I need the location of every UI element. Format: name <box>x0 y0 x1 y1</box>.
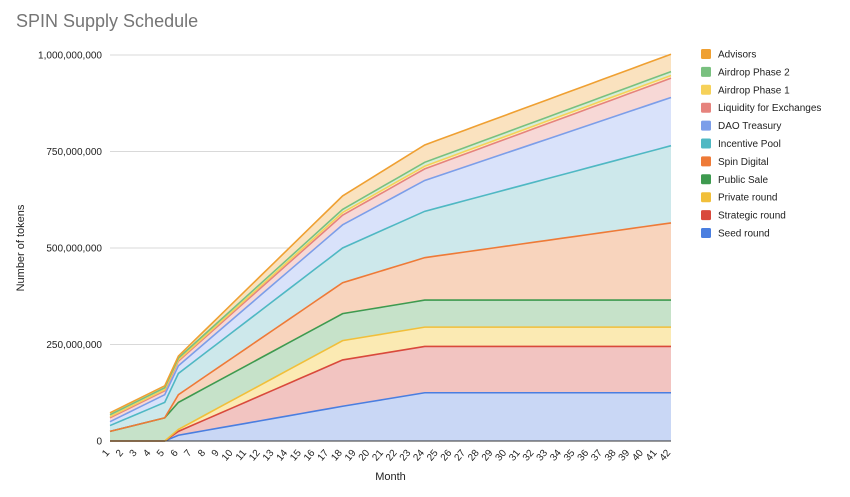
y-tick-label: 1,000,000,000 <box>38 51 102 62</box>
line-private-round <box>110 326 671 442</box>
x-tick-label: 2 <box>114 448 126 460</box>
legend-swatch <box>701 228 711 238</box>
x-tick-label: 6 <box>169 448 181 460</box>
y-tick-label: 500,000,000 <box>46 244 102 255</box>
area-liquidity-for-exchanges <box>110 78 671 422</box>
legend-label: DAO Treasury <box>718 121 781 132</box>
legend-label: Airdrop Phase 1 <box>718 85 790 96</box>
x-tick-label: 8 <box>196 448 208 460</box>
y-tick-label: 750,000,000 <box>46 147 102 158</box>
line-strategic-round <box>110 345 671 442</box>
series-lines <box>109 53 672 442</box>
x-tick-label: 4 <box>141 448 153 460</box>
area-public-sale <box>110 300 671 441</box>
legend-label: Seed round <box>718 229 770 240</box>
y-axis-title: Number of tokens <box>15 204 27 291</box>
area-seed-round <box>110 392 671 441</box>
area-strategic-round <box>110 346 671 441</box>
legend-label: Advisors <box>718 50 756 61</box>
x-tick-label: 5 <box>155 448 167 460</box>
line-dao-treasury <box>109 96 672 423</box>
legend-swatch <box>701 66 711 77</box>
x-tick-label: 42 <box>658 448 674 464</box>
x-tick-label: 9 <box>210 448 222 460</box>
x-axis-ticks: 1 2 3 4 5 6 7 8 91011121314151617181920212223242… <box>100 448 673 464</box>
legend-label: Private round <box>718 193 777 204</box>
area-spin-digital <box>110 222 671 432</box>
line-public-sale <box>109 299 671 433</box>
line-airdrop-phase-2 <box>109 70 672 416</box>
legend: Advisors Airdrop Phase 2 Airdrop Phase 1 Li… <box>701 49 821 240</box>
area-advisors <box>110 54 671 415</box>
legend-label: Airdrop Phase 2 <box>718 67 790 78</box>
legend-label: Strategic round <box>718 211 786 222</box>
legend-label: Incentive Pool <box>718 139 781 150</box>
x-tick-label: 7 <box>182 448 194 460</box>
area-private-round <box>110 327 671 441</box>
y-tick-label: 0 <box>96 437 102 448</box>
legend-swatch <box>701 120 711 131</box>
chart-title: SPIN Supply Schedule <box>16 11 199 31</box>
legend-swatch <box>701 138 711 149</box>
legend-swatch <box>701 156 711 167</box>
legend-swatch <box>701 174 711 185</box>
legend-label: Liquidity for Exchanges <box>718 103 821 114</box>
stacked-areas <box>110 54 671 441</box>
legend-swatch <box>701 49 711 59</box>
line-spin-digital <box>109 222 672 433</box>
y-axis-ticks: 0 250,000,000 500,000,000 750,000,000 1,000,… <box>38 51 102 448</box>
line-seed-round <box>110 391 671 442</box>
line-incentive-pool <box>109 144 672 427</box>
area-incentive-pool <box>110 145 671 432</box>
legend-label: Public Sale <box>718 175 768 186</box>
line-advisors <box>109 53 672 414</box>
legend-swatch <box>701 84 711 95</box>
legend-swatch <box>701 192 711 203</box>
x-tick-label: 3 <box>128 448 140 460</box>
line-liquidity-for-exchanges <box>109 77 672 419</box>
area-dao-treasury <box>110 97 671 426</box>
x-axis-title: Month <box>375 471 406 483</box>
legend-label: Spin Digital <box>718 157 769 168</box>
legend-swatch <box>701 102 711 113</box>
legend-swatch <box>701 210 711 221</box>
line-airdrop-phase-1 <box>109 74 672 418</box>
x-tick-label: 1 <box>100 448 112 460</box>
y-tick-label: 250,000,000 <box>46 340 102 351</box>
